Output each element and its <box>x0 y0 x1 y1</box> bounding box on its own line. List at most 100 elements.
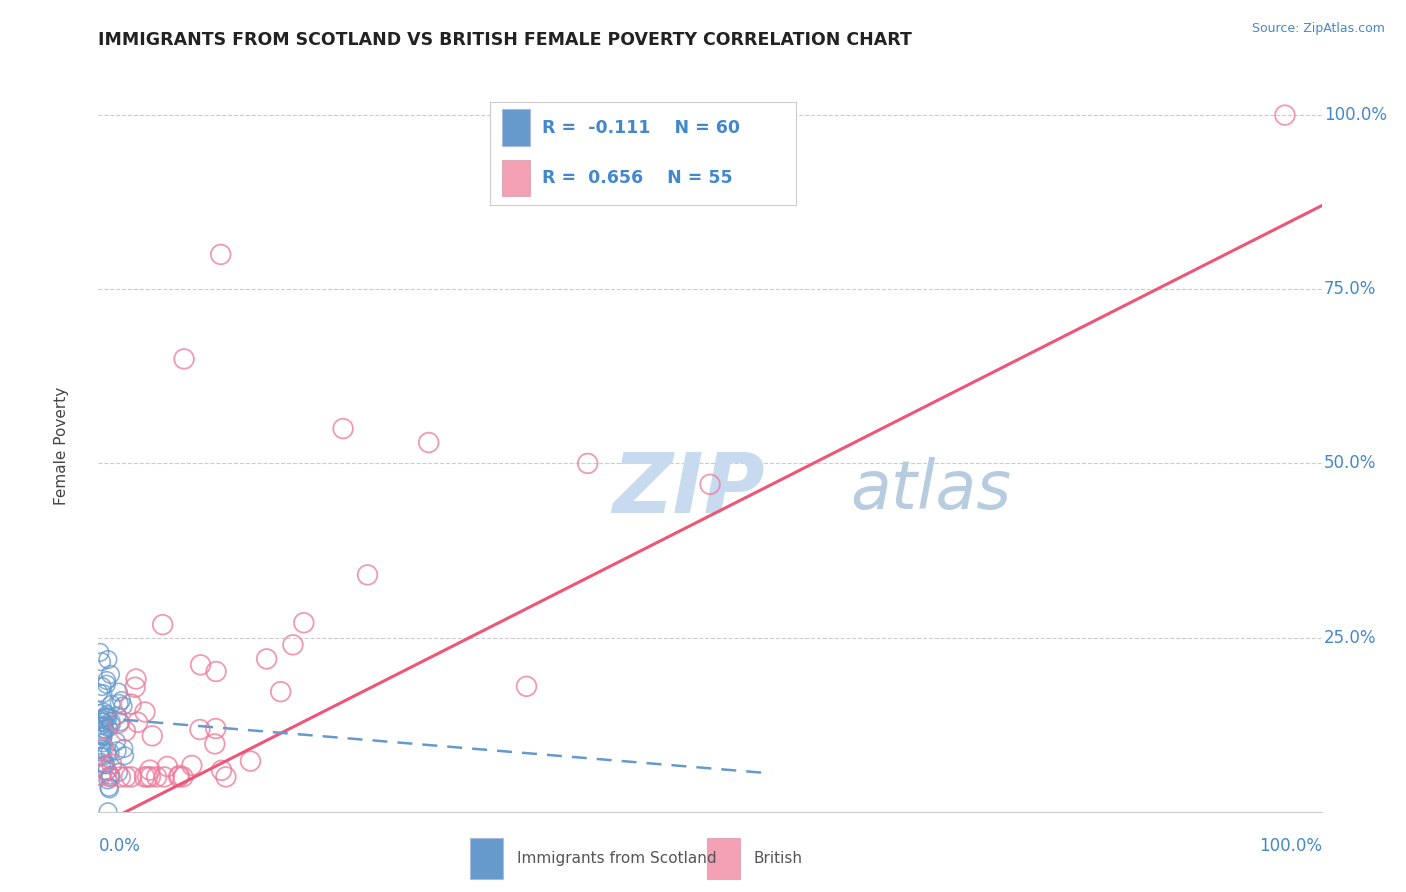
Point <box>97 721 120 735</box>
Point <box>105 744 128 758</box>
Point <box>127 715 149 730</box>
Point <box>139 763 162 777</box>
Point <box>87 686 110 700</box>
Point <box>97 711 120 725</box>
Point <box>281 638 304 652</box>
Point <box>332 421 354 435</box>
Point <box>100 714 122 729</box>
Point <box>96 709 118 723</box>
Point <box>94 757 117 772</box>
Point <box>91 724 114 739</box>
Point <box>91 727 114 741</box>
Point <box>100 667 122 681</box>
Point <box>94 764 117 778</box>
Point <box>125 672 148 686</box>
Point <box>93 705 115 719</box>
Point <box>91 741 114 756</box>
Point <box>515 679 537 693</box>
Point <box>418 435 440 450</box>
Point <box>87 732 110 747</box>
Point <box>134 770 156 784</box>
Bar <box>502 110 530 146</box>
Point <box>108 697 131 711</box>
Point <box>156 759 179 773</box>
Point <box>96 746 118 760</box>
Text: British: British <box>754 851 803 866</box>
Point <box>190 657 212 672</box>
Point <box>90 756 112 770</box>
Point <box>97 780 120 795</box>
Point <box>89 713 111 727</box>
Point <box>105 735 128 749</box>
Point <box>100 768 122 782</box>
Point <box>93 757 115 772</box>
Point <box>90 714 112 729</box>
Point <box>89 706 111 721</box>
Point <box>98 781 121 796</box>
Point <box>91 742 114 756</box>
Text: 75.0%: 75.0% <box>1324 280 1376 298</box>
Point <box>139 770 162 784</box>
Text: Immigrants from Scotland: Immigrants from Scotland <box>516 851 716 866</box>
Point <box>97 805 120 819</box>
Point <box>188 723 211 737</box>
Point <box>100 770 122 784</box>
Point <box>180 758 202 772</box>
Point <box>215 770 238 784</box>
Point <box>100 717 122 731</box>
Text: Female Poverty: Female Poverty <box>55 387 69 505</box>
Text: IMMIGRANTS FROM SCOTLAND VS BRITISH FEMALE POVERTY CORRELATION CHART: IMMIGRANTS FROM SCOTLAND VS BRITISH FEMA… <box>98 31 912 49</box>
Point <box>110 693 132 707</box>
Point <box>93 723 115 737</box>
Point <box>120 697 142 711</box>
Point <box>112 741 135 756</box>
Point <box>107 765 129 780</box>
Point <box>292 615 315 630</box>
Point <box>356 567 378 582</box>
Point <box>699 477 721 491</box>
Text: ZIP: ZIP <box>612 450 765 531</box>
Point <box>114 748 136 763</box>
Point <box>93 714 115 729</box>
Point <box>136 770 159 784</box>
Point <box>98 745 121 759</box>
Bar <box>502 160 530 196</box>
Text: R =  -0.111    N = 60: R = -0.111 N = 60 <box>541 119 740 136</box>
Point <box>89 745 111 759</box>
Point <box>108 714 131 729</box>
Point <box>115 770 138 784</box>
Text: 25.0%: 25.0% <box>1324 629 1376 647</box>
Point <box>91 687 114 701</box>
Text: 100.0%: 100.0% <box>1258 838 1322 855</box>
Point <box>90 718 112 732</box>
Point <box>96 707 118 722</box>
Point <box>108 715 131 730</box>
Point <box>107 685 129 699</box>
Text: 0.0%: 0.0% <box>98 838 141 855</box>
Point <box>89 728 111 742</box>
Point <box>97 652 120 666</box>
Point <box>204 737 226 751</box>
Point <box>91 680 114 694</box>
Point <box>96 673 118 688</box>
Point <box>204 722 226 736</box>
Point <box>93 722 115 736</box>
Point <box>172 770 194 784</box>
Point <box>153 770 176 784</box>
Point <box>98 770 121 784</box>
Point <box>1274 108 1296 122</box>
Point <box>96 764 118 778</box>
Point <box>91 730 114 744</box>
Point <box>96 677 118 691</box>
Point <box>256 652 278 666</box>
Point <box>120 770 142 784</box>
Point <box>105 708 128 723</box>
Point <box>112 698 135 713</box>
Point <box>576 457 599 471</box>
Bar <box>470 838 502 879</box>
Text: R =  0.656    N = 55: R = 0.656 N = 55 <box>541 169 733 187</box>
Point <box>134 705 156 719</box>
Point <box>100 757 122 772</box>
Point <box>91 736 114 750</box>
Text: atlas: atlas <box>851 457 1012 523</box>
